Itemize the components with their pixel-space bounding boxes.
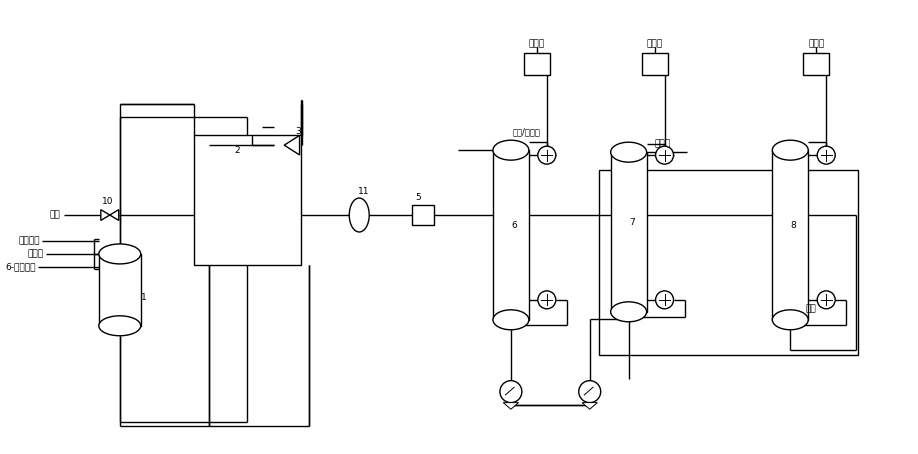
- Bar: [493, 150, 529, 320]
- Text: 9: 9: [652, 60, 657, 69]
- Circle shape: [655, 146, 674, 164]
- Text: 6-氨基己腼: 6-氨基己腼: [6, 262, 36, 271]
- Text: 2: 2: [235, 146, 241, 155]
- Text: 11: 11: [357, 187, 369, 196]
- Circle shape: [817, 291, 835, 309]
- Ellipse shape: [349, 198, 369, 232]
- Text: 助催化剑: 助催化剑: [18, 237, 40, 246]
- Polygon shape: [285, 135, 299, 155]
- Ellipse shape: [493, 140, 529, 160]
- Circle shape: [817, 146, 835, 164]
- Circle shape: [538, 146, 555, 164]
- Bar: [412, 205, 434, 225]
- Text: 1: 1: [140, 293, 147, 302]
- Bar: [524, 54, 550, 75]
- Ellipse shape: [99, 316, 140, 336]
- Bar: [610, 152, 646, 312]
- Polygon shape: [101, 210, 110, 220]
- Text: 6: 6: [511, 221, 517, 230]
- Circle shape: [655, 291, 674, 309]
- Polygon shape: [582, 403, 598, 409]
- Ellipse shape: [99, 244, 140, 264]
- Bar: [194, 135, 301, 265]
- Text: 催化剑: 催化剑: [28, 249, 44, 258]
- Text: 9: 9: [534, 60, 540, 69]
- Text: 废水/轻组分: 废水/轻组分: [513, 128, 541, 137]
- Text: 3: 3: [296, 127, 301, 136]
- Text: 5: 5: [415, 192, 421, 202]
- Ellipse shape: [610, 142, 646, 162]
- Bar: [772, 150, 808, 320]
- Ellipse shape: [772, 310, 808, 330]
- Text: 氢气: 氢气: [50, 211, 60, 220]
- Bar: [642, 54, 667, 75]
- Text: 己二胺: 己二胺: [655, 140, 671, 148]
- Bar: [599, 170, 858, 355]
- Text: 9: 9: [813, 60, 819, 69]
- Text: 8: 8: [790, 221, 796, 230]
- Polygon shape: [110, 210, 118, 220]
- Circle shape: [578, 380, 600, 403]
- Bar: [99, 254, 140, 326]
- Circle shape: [500, 380, 521, 403]
- Text: 真空气: 真空气: [808, 39, 824, 48]
- Polygon shape: [503, 403, 519, 409]
- Text: 7: 7: [629, 217, 634, 227]
- Bar: [803, 54, 829, 75]
- Ellipse shape: [610, 302, 646, 322]
- Circle shape: [538, 291, 555, 309]
- Ellipse shape: [772, 140, 808, 160]
- Text: 10: 10: [102, 197, 114, 206]
- Ellipse shape: [493, 310, 529, 330]
- Text: 真空气: 真空气: [529, 39, 545, 48]
- Text: 焦油: 焦油: [805, 304, 816, 313]
- Text: 真空气: 真空气: [646, 39, 663, 48]
